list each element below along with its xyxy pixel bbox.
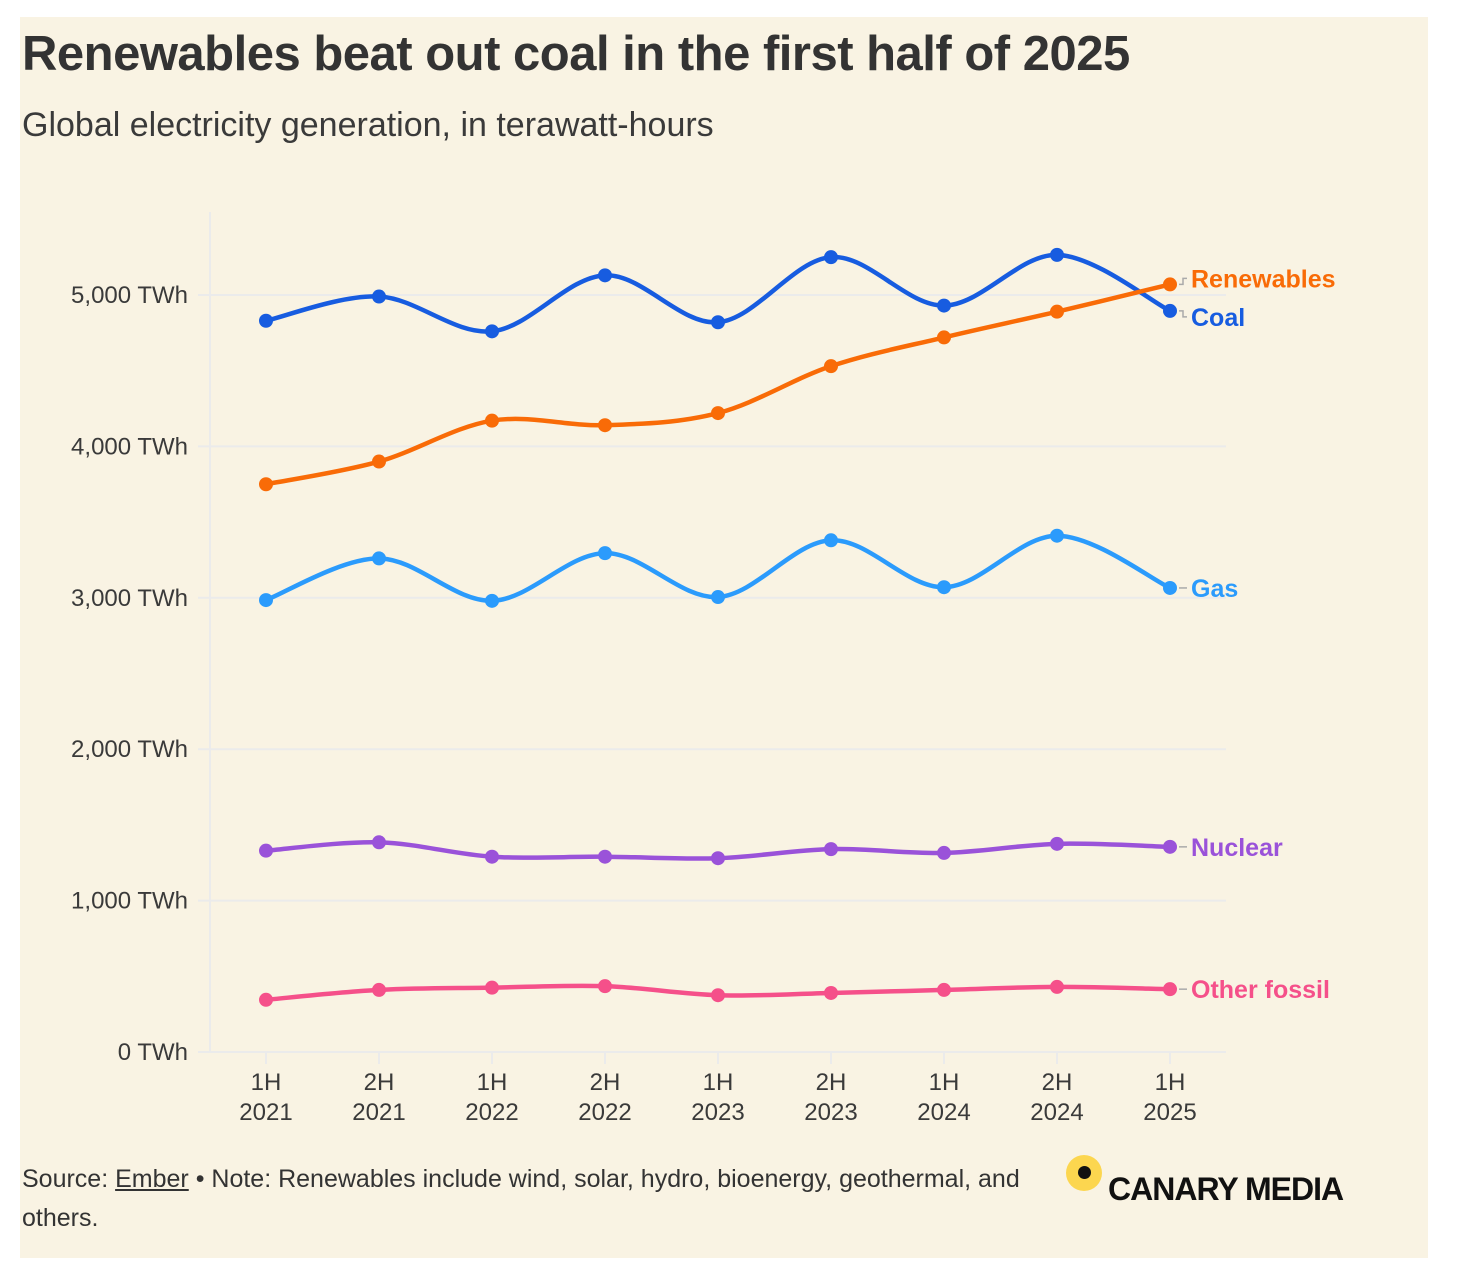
data-point-renewables — [259, 477, 273, 492]
series-gas — [259, 528, 1177, 608]
leader-line-renewables — [1179, 277, 1187, 286]
data-point-nuclear — [937, 845, 951, 860]
series-label-other-fossil: Other fossil — [1191, 976, 1330, 1004]
data-point-gas — [598, 546, 612, 561]
data-point-gas — [259, 593, 273, 608]
series-lines — [259, 247, 1177, 1007]
x-tick-label: 2H 2022 — [578, 1069, 631, 1126]
data-point-nuclear — [259, 843, 273, 858]
leader-line-coal — [1179, 310, 1187, 318]
data-point-renewables — [937, 330, 951, 345]
series-renewables — [259, 277, 1177, 492]
data-point-coal — [711, 315, 725, 330]
chart-title: Renewables beat out coal in the first ha… — [22, 27, 1130, 81]
footer-note: • Note: Renewables include wind, solar, … — [22, 1165, 1020, 1232]
source-link-ember[interactable]: Ember — [115, 1165, 189, 1193]
x-axis: 1H 2021 2H 2021 1H 2022 2H 2022 1H 2023 2H 2023 1H 20… — [239, 1052, 1197, 1126]
canary-dot-icon — [1066, 1155, 1102, 1191]
data-point-other-fossil — [937, 982, 951, 997]
y-tick-label: 2,000 TWh — [71, 736, 188, 763]
data-point-gas — [1050, 528, 1064, 543]
gridlines — [198, 212, 1226, 1053]
data-point-other-fossil — [824, 985, 838, 1000]
data-point-other-fossil — [1163, 982, 1177, 997]
data-point-gas — [824, 533, 838, 548]
y-tick-label: 0 TWh — [118, 1039, 188, 1066]
logo-text: CANARY MEDIA — [1108, 1171, 1344, 1207]
data-point-nuclear — [1050, 836, 1064, 851]
y-axis: 0 TWh 1,000 TWh 2,000 TWh 3,000 TWh 4,000 TW… — [71, 282, 188, 1066]
data-point-coal — [372, 289, 386, 304]
data-point-gas — [711, 590, 725, 605]
data-point-gas — [485, 593, 499, 608]
data-point-renewables — [1163, 277, 1177, 292]
chart-subtitle: Global electricity generation, in terawa… — [22, 106, 714, 144]
data-point-other-fossil — [711, 988, 725, 1003]
x-tick-label: 1H 2025 — [1143, 1069, 1196, 1126]
data-point-coal — [259, 313, 273, 328]
canary-media-logo: CANARY MEDIA — [1066, 1155, 1396, 1215]
data-point-renewables — [485, 413, 499, 428]
data-point-nuclear — [824, 842, 838, 857]
data-point-other-fossil — [485, 980, 499, 995]
x-tick-label: 2H 2024 — [1030, 1069, 1083, 1126]
source-prefix: Source: — [22, 1165, 116, 1193]
data-point-nuclear — [598, 849, 612, 864]
series-label-renewables: Renewables — [1191, 265, 1336, 293]
data-point-nuclear — [485, 849, 499, 864]
x-tick-label: 1H 2023 — [691, 1069, 744, 1126]
x-tick-label: 1H 2022 — [465, 1069, 518, 1126]
series-label-gas: Gas — [1191, 575, 1238, 603]
line-renewables — [263, 282, 1173, 487]
series-nuclear — [259, 835, 1177, 866]
y-tick-label: 1,000 TWh — [71, 888, 188, 915]
data-point-coal — [1163, 303, 1177, 318]
data-point-gas — [937, 580, 951, 595]
y-tick-label: 5,000 TWh — [71, 282, 188, 309]
x-tick-label: 2H 2023 — [804, 1069, 857, 1126]
data-point-nuclear — [711, 851, 725, 866]
x-tick-label: 1H 2021 — [239, 1069, 292, 1126]
x-tick-label: 1H 2024 — [917, 1069, 970, 1126]
y-tick-label: 4,000 TWh — [71, 433, 188, 460]
data-point-other-fossil — [259, 992, 273, 1007]
data-point-other-fossil — [598, 979, 612, 994]
data-point-other-fossil — [1050, 979, 1064, 994]
data-point-renewables — [711, 406, 725, 421]
data-point-coal — [937, 298, 951, 313]
series-other-fossil — [259, 979, 1177, 1007]
data-point-gas — [372, 551, 386, 566]
chart-footer: Source: Ember • Note: Renewables include… — [22, 1160, 1032, 1238]
data-point-coal — [824, 250, 838, 265]
data-point-nuclear — [372, 835, 386, 850]
data-point-gas — [1163, 580, 1177, 595]
data-point-coal — [1050, 247, 1064, 262]
x-tick-label: 2H 2021 — [352, 1069, 405, 1126]
data-point-renewables — [824, 359, 838, 374]
data-point-coal — [598, 268, 612, 283]
series-coal — [259, 247, 1177, 339]
data-point-nuclear — [1163, 839, 1177, 854]
series-label-nuclear: Nuclear — [1191, 834, 1283, 862]
data-point-renewables — [598, 418, 612, 433]
data-point-renewables — [372, 454, 386, 469]
series-labels: Renewables Coal Gas Nuclear Other fossil — [1179, 265, 1336, 1004]
data-point-coal — [485, 324, 499, 339]
y-tick-label: 3,000 TWh — [71, 585, 188, 612]
data-point-other-fossil — [372, 982, 386, 997]
data-point-renewables — [1050, 304, 1064, 319]
series-label-coal: Coal — [1191, 304, 1245, 332]
